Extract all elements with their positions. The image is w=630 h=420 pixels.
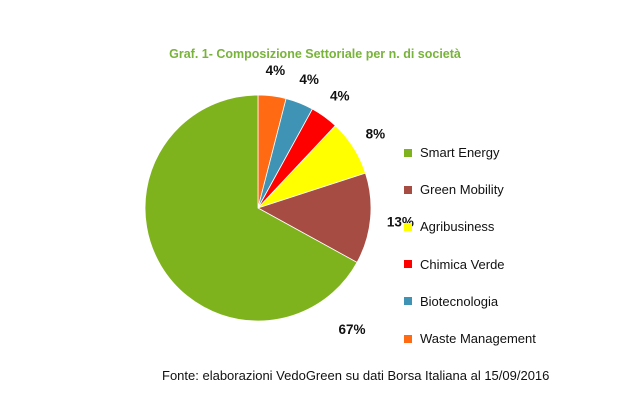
legend-item-biotecnologia: Biotecnologia xyxy=(404,283,536,320)
legend-label: Agribusiness xyxy=(420,219,495,235)
legend-label: Biotecnologia xyxy=(420,293,499,309)
legend-item-agribusiness: Agribusiness xyxy=(404,208,536,245)
pie-label-biotecnologia: 4% xyxy=(299,72,319,87)
legend-item-green-mobility: Green Mobility xyxy=(404,171,536,208)
legend-item-waste-management: Waste Management xyxy=(404,320,536,357)
legend-swatch xyxy=(404,334,412,343)
pie-slice-green-mobility xyxy=(256,172,372,263)
legend-label: Chimica Verde xyxy=(420,256,505,272)
pie-label-waste-management: 4% xyxy=(266,63,286,78)
legend-swatch xyxy=(404,185,412,194)
chart-title: Graf. 1- Composizione Settoriale per n. … xyxy=(169,47,461,61)
legend-swatch xyxy=(404,297,412,306)
legend: Smart Energy Green Mobility Agribusiness… xyxy=(404,134,536,357)
legend-item-smart-energy: Smart Energy xyxy=(404,134,536,171)
legend-label: Green Mobility xyxy=(420,182,504,198)
legend-swatch xyxy=(404,260,412,269)
legend-swatch xyxy=(404,222,412,231)
pie-label-smart-energy: 67% xyxy=(338,322,365,337)
legend-item-chimica-verde: Chimica Verde xyxy=(404,246,536,283)
legend-swatch xyxy=(404,148,412,157)
source-note: Fonte: elaborazioni VedoGreen su dati Bo… xyxy=(162,368,550,383)
legend-label: Waste Management xyxy=(420,331,536,347)
legend-label: Smart Energy xyxy=(420,145,500,161)
pie-label-chimica-verde: 4% xyxy=(330,89,350,104)
pie-label-agribusiness: 8% xyxy=(366,127,386,142)
pie-slice-smart-energy xyxy=(144,94,358,322)
